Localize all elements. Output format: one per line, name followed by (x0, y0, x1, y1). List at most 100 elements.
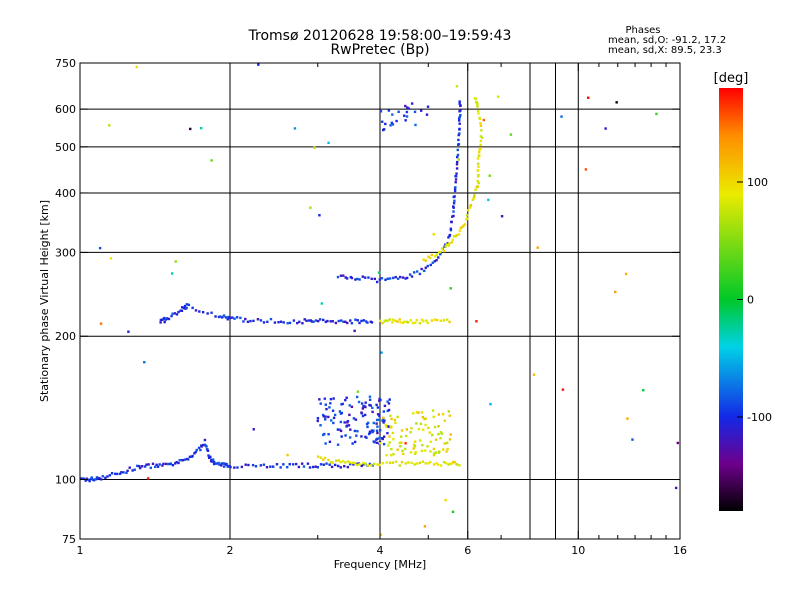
o-trace-E-point (191, 454, 194, 458)
noise-point (626, 417, 629, 420)
o-cluster-Es-point (341, 402, 345, 406)
o-trace-E-point (297, 465, 301, 469)
noise-point (642, 388, 645, 392)
o-trace-F2-point (354, 278, 357, 281)
x-cluster-Es-point (438, 450, 441, 453)
o-trace-F2-point (454, 178, 458, 181)
noise-point (615, 101, 618, 104)
o-cluster-Es-point (348, 413, 351, 417)
x-trace-E-point (418, 461, 422, 465)
o-trace-E-point (254, 465, 258, 468)
o-trace-E-point (91, 478, 95, 481)
o-trace-F1-point (177, 310, 180, 314)
x-trace-F1-point (439, 319, 443, 322)
o-trace-E-point (217, 461, 220, 465)
o-trace-F2-point (363, 276, 367, 279)
o-trace-E-point (322, 463, 325, 466)
x-trace-F2-point (452, 235, 456, 238)
noise-point (587, 96, 590, 99)
o-cluster-Es-point (371, 430, 374, 434)
o-trace-E-point (158, 463, 161, 466)
x-trace-E-point (400, 460, 404, 464)
noise-point (286, 453, 289, 457)
o-cluster-F2-upper-point (404, 119, 407, 122)
o-cluster-Es-point (361, 407, 365, 410)
x-trace-F2-point (430, 253, 434, 257)
x-tick-label: 10 (571, 544, 585, 557)
x-trace-F2-point (451, 238, 454, 242)
o-cluster-Es-point (382, 410, 385, 413)
o-trace-F1-point (354, 318, 357, 321)
x-trace-E-point (415, 462, 419, 465)
o-cluster-F2-upper-point (403, 114, 406, 117)
o-trace-E-point (282, 463, 285, 466)
o-trace-E-point (143, 465, 147, 468)
o-cluster-Es-point (357, 400, 361, 404)
o-trace-F1-point (324, 320, 328, 324)
o-trace-F2-point (424, 266, 428, 269)
y-tick-label: 750 (55, 57, 76, 70)
o-trace-E-point (85, 477, 89, 480)
x-cluster-Es-point (387, 444, 390, 447)
o-trace-E-point (215, 462, 219, 465)
o-trace-F2-point (408, 273, 412, 276)
o-trace-F2-point (388, 277, 392, 280)
o-trace-F2-point (418, 272, 422, 276)
o-trace-E-point (162, 462, 165, 466)
o-cluster-Es-point (388, 398, 391, 401)
o-trace-E-point (174, 462, 177, 465)
x-trace-F1-point (415, 318, 419, 322)
o-cluster-Es-point (324, 415, 327, 418)
x-cluster-Es-point (423, 449, 427, 452)
o-cluster-Es-point (361, 414, 365, 418)
x-cluster-Es-point (440, 432, 444, 435)
o-cluster-F2-upper-point (419, 109, 423, 112)
x-trace-F1-point (445, 318, 449, 321)
o-cluster-Es-point (343, 421, 346, 424)
x-trace-E-point (398, 464, 401, 467)
x-cluster-Es-point (434, 438, 438, 441)
x-trace-F1-point (448, 320, 451, 324)
x-trace-E-point (385, 461, 388, 464)
o-trace-F1-point (164, 318, 167, 321)
x-trace-F2-point (477, 165, 480, 168)
o-trace-F2-point (452, 214, 455, 218)
x-cluster-Es-point (388, 441, 391, 444)
noise-point (143, 361, 146, 364)
x-cluster-Es-point (420, 449, 424, 453)
o-trace-F2-point (458, 117, 461, 120)
o-trace-F1-point (242, 320, 245, 323)
o-trace-E-point (155, 463, 158, 467)
x-trace-F2-point (450, 241, 453, 244)
o-trace-F2-point (456, 153, 460, 157)
x-trace-E-point (444, 461, 448, 465)
x-trace-F2-point (440, 247, 444, 251)
o-trace-E-point (194, 450, 197, 454)
y-axis-label: Stationary phase Virtual Height [km] (38, 200, 51, 402)
x-cluster-Es-point (396, 448, 399, 451)
o-trace-F1-point (182, 306, 186, 309)
x-trace-E-point (421, 460, 425, 463)
x-trace-E-point (429, 460, 432, 464)
o-trace-F1-point (183, 304, 187, 308)
o-trace-F1-point (262, 321, 266, 324)
o-cluster-Es-point (331, 409, 335, 412)
x-trace-E-point (329, 461, 333, 464)
colorbar-tick-label: 100 (747, 176, 768, 189)
noise-point (457, 158, 460, 161)
x-cluster-Es-point (431, 409, 435, 412)
noise-point (377, 271, 381, 274)
x-cluster-Es-point (384, 423, 387, 427)
o-trace-E-point (156, 465, 160, 468)
o-trace-E-point (211, 459, 215, 462)
y-tick-label: 100 (55, 474, 76, 487)
o-cluster-F2-upper-point (391, 113, 394, 116)
o-trace-F2-point (458, 127, 461, 131)
x-trace-E-point (432, 463, 436, 466)
o-cluster-Es-point (383, 419, 386, 422)
o-cluster-Es-point (353, 440, 357, 444)
x-cluster-Es-point (419, 422, 423, 426)
o-trace-F1-point (296, 321, 299, 325)
x-trace-E-point (435, 462, 438, 465)
o-trace-F2-point (450, 220, 453, 224)
